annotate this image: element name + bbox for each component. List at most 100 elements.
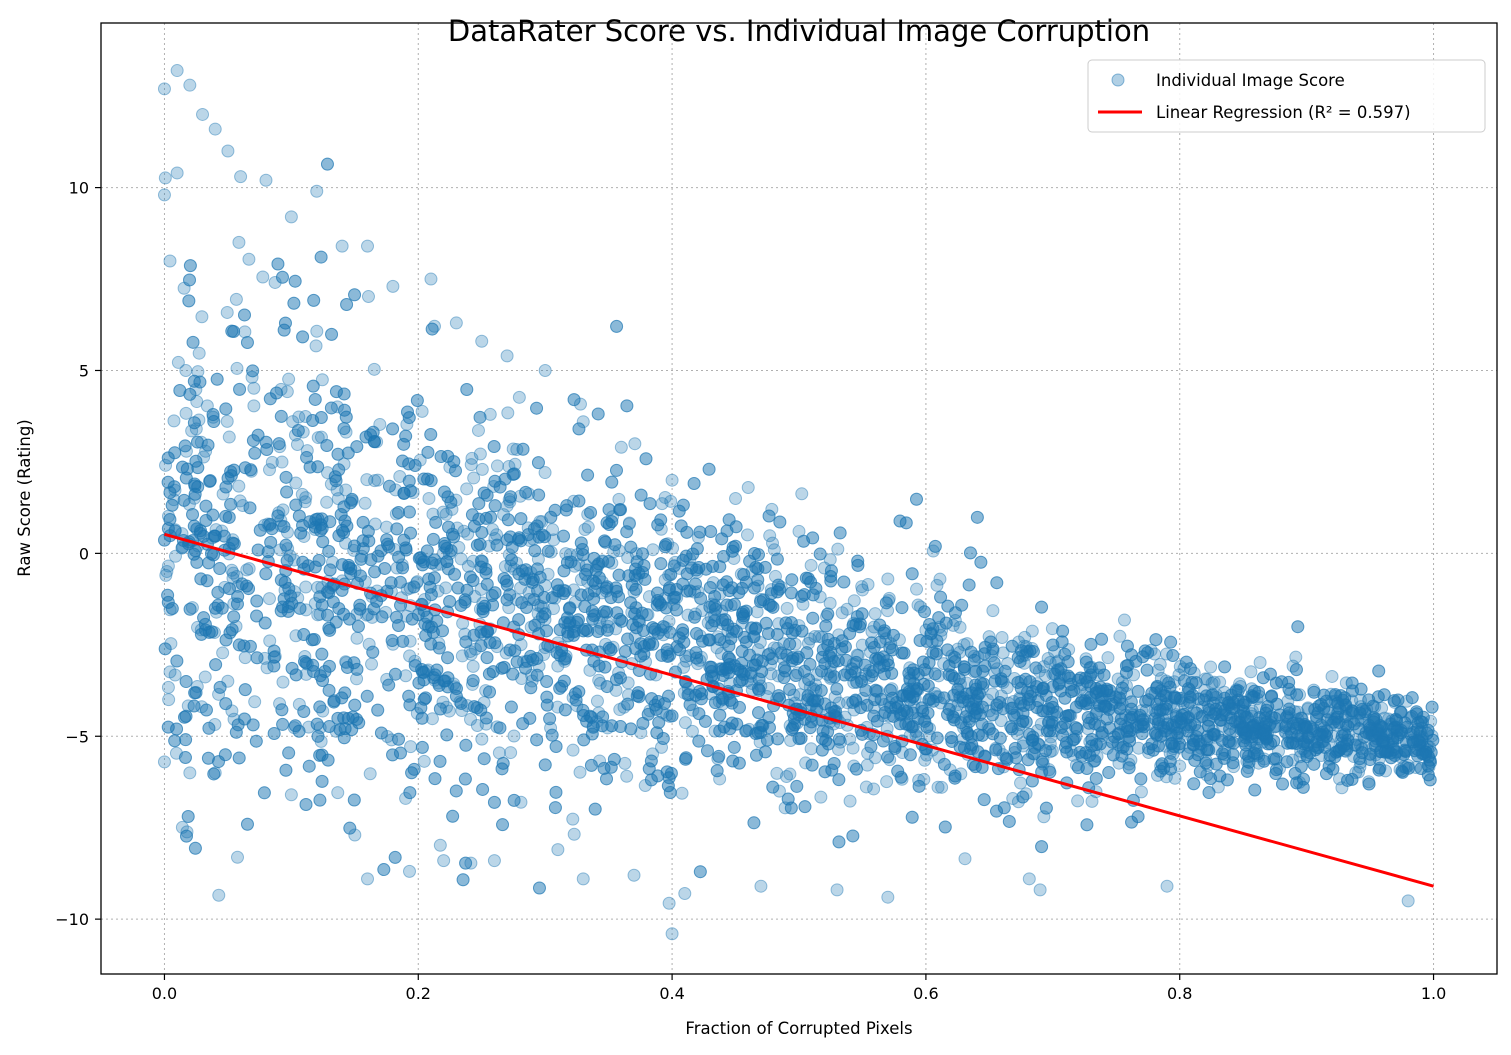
scatter-point (758, 745, 772, 759)
scatter-point (872, 651, 886, 665)
scatter-point (240, 817, 254, 831)
scatter-point (1213, 675, 1227, 689)
scatter-point (277, 323, 291, 337)
scatter-point (386, 422, 400, 436)
chart-title: DataRater Score vs. Individual Image Cor… (448, 14, 1150, 48)
scatter-point (1058, 716, 1072, 730)
scatter-point (805, 693, 819, 707)
scatter-point (581, 468, 595, 482)
scatter-point (226, 571, 240, 585)
scatter-point (803, 657, 817, 671)
scatter-point (1202, 786, 1216, 800)
scatter-point (479, 684, 493, 698)
scatter-point (667, 591, 681, 605)
scatter-point (1209, 707, 1223, 721)
scatter-point (1142, 717, 1156, 731)
scatter-point (643, 704, 657, 718)
scatter-point (1390, 721, 1404, 735)
scatter-point (941, 643, 955, 657)
scatter-point (337, 403, 351, 417)
scatter-point (1411, 733, 1425, 747)
scatter-point (1331, 699, 1345, 713)
scatter-point (246, 718, 260, 732)
scatter-point (713, 662, 727, 676)
scatter-point (602, 554, 616, 568)
scatter-point (835, 606, 849, 620)
scatter-point (715, 691, 729, 705)
scatter-point (685, 724, 699, 738)
scatter-point (309, 339, 323, 353)
scatter-point (1394, 723, 1408, 737)
scatter-point (600, 516, 614, 530)
scatter-point (789, 669, 803, 683)
scatter-point (216, 646, 230, 660)
scatter-point (903, 748, 917, 762)
scatter-point (530, 668, 544, 682)
scatter-point (1405, 733, 1419, 747)
scatter-point (1384, 717, 1398, 731)
scatter-point (192, 346, 206, 360)
scatter-point (168, 668, 182, 682)
scatter-point (986, 604, 1000, 618)
scatter-point (377, 863, 391, 877)
scatter-point (433, 754, 447, 768)
scatter-point (751, 643, 765, 657)
scatter-point (946, 709, 960, 723)
scatter-point (424, 428, 438, 442)
scatter-point (1140, 663, 1154, 677)
scatter-point (191, 480, 205, 494)
scatter-point (990, 662, 1004, 676)
scatter-point (558, 654, 572, 668)
scatter-point (725, 716, 739, 730)
scatter-point (827, 655, 841, 669)
scatter-point (831, 542, 845, 556)
scatter-point (238, 683, 252, 697)
scatter-point (1333, 772, 1347, 786)
scatter-point (510, 443, 524, 457)
scatter-point (566, 743, 580, 757)
scatter-point (220, 414, 234, 428)
scatter-point (1289, 663, 1303, 677)
scatter-point (337, 422, 351, 436)
scatter-point (691, 585, 705, 599)
scatter-point (1056, 624, 1070, 638)
scatter-point (944, 731, 958, 745)
scatter-point (1115, 681, 1129, 695)
scatter-point (382, 479, 396, 493)
scatter-point (331, 492, 345, 506)
scatter-point (675, 786, 689, 800)
scatter-point (670, 591, 684, 605)
scatter-point (461, 527, 475, 541)
scatter-point (391, 505, 405, 519)
scatter-point (287, 296, 301, 310)
scatter-point (764, 583, 778, 597)
scatter-point (818, 697, 832, 711)
scatter-point (441, 671, 455, 685)
scatter-point (672, 504, 686, 518)
scatter-point (402, 411, 416, 425)
scatter-point (805, 758, 819, 772)
scatter-point (586, 612, 600, 626)
scatter-point (468, 642, 482, 656)
scatter-point (330, 400, 344, 414)
scatter-point (681, 682, 695, 696)
scatter-point (1284, 736, 1298, 750)
scatter-point (193, 375, 207, 389)
scatter-point (1035, 840, 1049, 854)
scatter-point (371, 473, 385, 487)
scatter-point (441, 651, 455, 665)
scatter-point (695, 604, 709, 618)
scatter-point (956, 732, 970, 746)
scatter-point (213, 562, 227, 576)
scatter-point (219, 697, 233, 711)
scatter-point (246, 434, 260, 448)
scatter-point (658, 573, 672, 587)
scatter-point (477, 752, 491, 766)
scatter-point (666, 541, 680, 555)
scatter-point (165, 498, 179, 512)
scatter-point (945, 649, 959, 663)
scatter-point (985, 708, 999, 722)
scatter-point (732, 756, 746, 770)
scatter-point (161, 680, 175, 694)
scatter-point (367, 362, 381, 376)
